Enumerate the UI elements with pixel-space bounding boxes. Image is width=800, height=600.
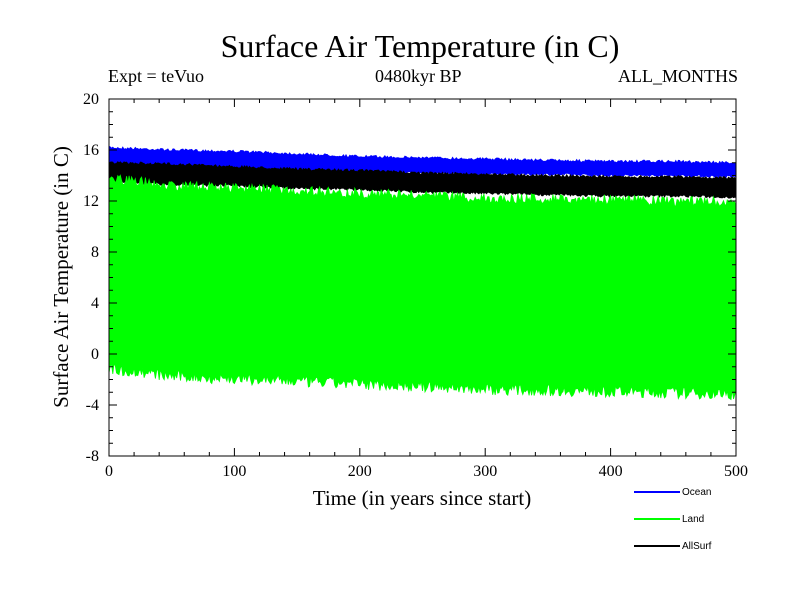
legend-label-ocean: Ocean [682,487,711,498]
x-tick-label: 100 [222,463,246,480]
months-label: ALL_MONTHS [618,66,738,86]
x-tick-label: 200 [348,463,372,480]
chart-title: Surface Air Temperature (in C) [220,28,620,64]
y-tick-label: 4 [91,295,99,312]
y-tick-label: -4 [86,397,99,414]
x-tick-label: 500 [724,463,748,480]
series-bands [108,145,737,401]
y-tick-label: 16 [83,142,99,159]
x-tick-label: 300 [473,463,497,480]
y-axis-label: Surface Air Temperature (in C) [49,146,73,408]
legend-label-allsurf: AllSurf [682,541,712,552]
y-tick-label: 8 [91,244,99,261]
x-tick-label: 0 [105,463,113,480]
axes: 0 100 200 300 400 500 -8 -4 0 4 8 12 16 20 [83,91,748,480]
experiment-label: Expt = teVuo [108,66,205,86]
legend-label-land: Land [682,514,704,525]
series-band-land [108,174,737,401]
period-label: 0480kyr BP [375,66,462,86]
y-tick-label: -8 [86,448,99,465]
x-tick-label: 400 [599,463,623,480]
y-tick-label: 0 [91,346,99,363]
y-tick-label: 20 [83,91,99,108]
y-tick-label: 12 [83,193,99,210]
legend: Ocean Land AllSurf [634,487,712,552]
x-axis-label: Time (in years since start) [313,486,532,510]
